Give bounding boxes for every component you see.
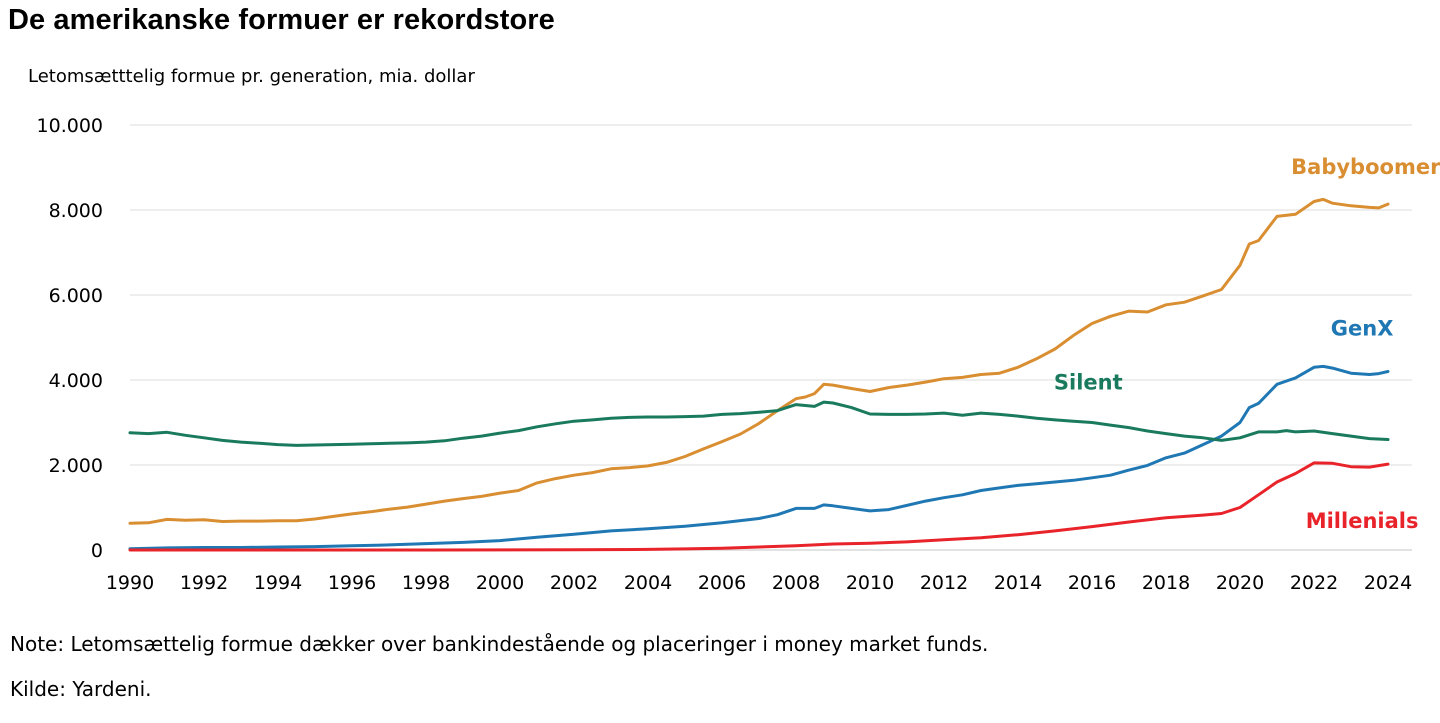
x-tick-label: 2024: [1364, 572, 1412, 594]
x-tick-label: 2014: [994, 572, 1042, 594]
x-tick-label: 2000: [476, 572, 524, 594]
x-tick-label: 2006: [698, 572, 746, 594]
y-tick-label: 4.000: [49, 370, 103, 392]
chart-source: Kilde: Yardeni.: [10, 677, 152, 701]
y-axis-ticks: 0 2.000 4.000 6.000 8.000 10.000: [37, 115, 103, 562]
y-tick-label: 2.000: [49, 455, 103, 477]
y-axis-title: Letomsætttelig formue pr. generation, mi…: [28, 66, 475, 87]
x-tick-label: 1994: [254, 572, 302, 594]
x-tick-label: 2002: [550, 572, 598, 594]
series-line-silent: [128, 400, 1390, 447]
x-tick-label: 1998: [402, 572, 450, 594]
series-labels: Babyboomer GenX Silent Millenials: [1054, 155, 1440, 533]
chart-title: De amerikanske formuer er rekordstore: [8, 4, 555, 36]
y-tick-label: 6.000: [49, 285, 103, 307]
x-tick-label: 2004: [624, 572, 672, 594]
series-label-babyboomer: Babyboomer: [1291, 155, 1440, 179]
grid-lines: [130, 124, 1412, 551]
x-tick-label: 1990: [106, 572, 154, 594]
x-tick-label: 2022: [1290, 572, 1338, 594]
x-tick-label: 2010: [846, 572, 894, 594]
series-label-silent: Silent: [1054, 370, 1123, 394]
series-lines: [128, 197, 1390, 552]
y-tick-label: 10.000: [37, 115, 103, 137]
series-line-babyboomer: [128, 197, 1390, 525]
chart-note: Note: Letomsættelig formue dækker over b…: [10, 632, 989, 656]
series-line-millenials: [128, 461, 1390, 552]
series-label-genx: GenX: [1331, 316, 1394, 340]
x-tick-label: 2020: [1216, 572, 1264, 594]
x-tick-label: 2012: [920, 572, 968, 594]
x-tick-label: 1996: [328, 572, 376, 594]
x-tick-label: 2018: [1142, 572, 1190, 594]
y-tick-label: 0: [91, 540, 103, 562]
series-label-millenials: Millenials: [1306, 509, 1419, 533]
series-line-genx: [128, 364, 1390, 551]
x-tick-label: 2016: [1068, 572, 1116, 594]
x-tick-label: 2008: [772, 572, 820, 594]
x-axis-ticks: 1990 1992 1994 1996 1998 2000 2002 2004 2006 2008…: [106, 572, 1412, 594]
y-tick-label: 8.000: [49, 200, 103, 222]
x-tick-label: 1992: [180, 572, 228, 594]
